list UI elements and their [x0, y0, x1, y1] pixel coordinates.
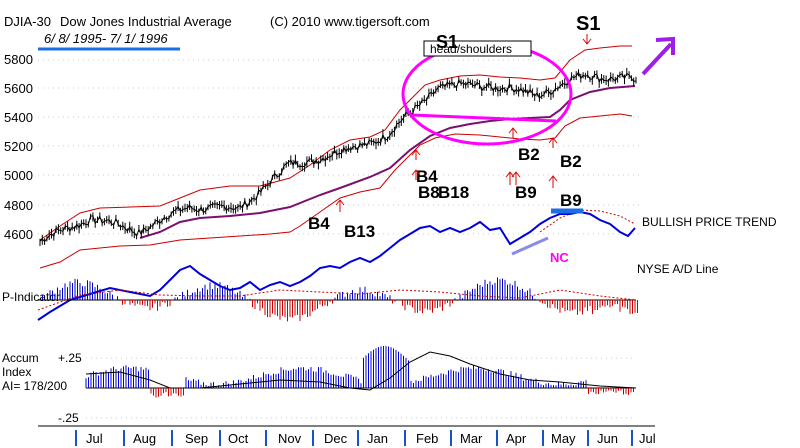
price-moving-average — [139, 85, 636, 239]
accum-label-1: Accum — [2, 351, 39, 365]
month-axis: Jul Aug Sep Oct Nov Dec Jan Feb Mar Apr May Jun Jul — [75, 430, 656, 446]
month-label-sep: Sep — [185, 431, 208, 446]
month-label-feb: Feb — [416, 431, 438, 446]
lower-band-line — [39, 113, 633, 269]
arrow-may-top — [582, 34, 592, 45]
copyright-label: (C) 2010 www.tigersoft.com — [270, 14, 430, 29]
y-tick-labels: 5800 5600 5400 5200 5000 4800 4600 — [4, 52, 33, 242]
nc-divergence-line — [511, 236, 549, 256]
head-shoulders-ellipse — [401, 42, 573, 146]
month-label-dec: Dec — [324, 431, 348, 446]
arrow-feb-1 — [411, 149, 421, 160]
nyse-ad-line — [37, 210, 636, 321]
signal-b13: B13 — [344, 222, 375, 241]
y-tick-5400: 5400 — [4, 110, 33, 125]
signal-b4-feb: B4 — [416, 167, 438, 186]
y-tick-4800: 4800 — [4, 198, 33, 213]
month-label-mar: Mar — [460, 431, 483, 446]
p-indicator-label: P-Indicator — [2, 290, 60, 304]
signal-b8: B8 — [418, 183, 440, 202]
signal-b2-apr: B2 — [518, 145, 540, 164]
p-indicator-ma — [37, 289, 637, 311]
arrow-feb-2 — [411, 169, 421, 180]
signal-s1-right: S1 — [576, 13, 600, 35]
signal-s1-left: S1 — [436, 32, 458, 52]
month-label-jul: Jul — [639, 431, 656, 446]
trend-arrow-head — [655, 36, 675, 55]
accum-tick-plus: +.25 — [58, 351, 82, 365]
ad-line-signal — [539, 209, 636, 233]
signal-b9-may: B9 — [560, 191, 582, 210]
month-label-jul: Jul — [86, 431, 103, 446]
month-label-apr: Apr — [506, 431, 527, 446]
arrow-apr-2 — [511, 171, 521, 185]
trend-arrow-shaft — [641, 42, 673, 76]
signal-b2-may: B2 — [560, 152, 582, 171]
upper-band-line — [39, 45, 632, 241]
arrow-apr-1 — [505, 171, 515, 185]
date-range: 6/ 8/ 1995- 7/ 1/ 1996 — [44, 31, 168, 46]
y-tick-5200: 5200 — [4, 139, 33, 154]
chart-title: Dow Jones Industrial Average — [60, 14, 232, 29]
head-shoulders-box — [423, 40, 532, 57]
ad-line-label: NYSE A/D Line — [637, 262, 719, 276]
month-label-nov: Nov — [278, 431, 302, 446]
neckline — [411, 113, 557, 123]
signal-labels: S1 S1 B4 B13 B4 B8 B18 B9 B2 B2 B9 — [308, 13, 600, 241]
arrow-may-1 — [548, 137, 558, 148]
signal-b18: B18 — [438, 183, 469, 202]
accum-index-bars — [85, 346, 634, 398]
arrow-apr-3 — [508, 127, 518, 138]
month-label-jan: Jan — [367, 431, 388, 446]
arrow-may-2 — [548, 175, 558, 188]
y-tick-5800: 5800 — [4, 52, 33, 67]
month-label-oct: Oct — [228, 431, 249, 446]
signal-b4-low: B4 — [308, 214, 330, 233]
price-gridlines — [38, 59, 640, 235]
accum-label-2: Index — [2, 365, 31, 379]
bullish-trend-label: BULLISH PRICE TREND — [642, 215, 777, 229]
month-label-jun: Jun — [597, 431, 618, 446]
month-label-may: May — [551, 431, 576, 446]
y-tick-4600: 4600 — [4, 227, 33, 242]
arrow-dec — [335, 199, 345, 212]
nc-label: NC — [550, 250, 569, 265]
accum-tick-minus: -.25 — [58, 411, 79, 425]
month-label-aug: Aug — [133, 431, 156, 446]
y-tick-5000: 5000 — [4, 168, 33, 183]
p-indicator-bars — [39, 277, 638, 322]
signal-b9-apr: B9 — [515, 183, 537, 202]
accum-ma — [85, 351, 637, 391]
y-tick-5600: 5600 — [4, 81, 33, 96]
ticker-label: DJIA-30 — [4, 14, 51, 29]
accum-label-3: AI= 178/200 — [2, 379, 67, 393]
head-shoulders-label: head/shoulders — [430, 42, 512, 56]
price-close-line — [39, 71, 637, 243]
red-signal-arrows — [335, 34, 592, 212]
